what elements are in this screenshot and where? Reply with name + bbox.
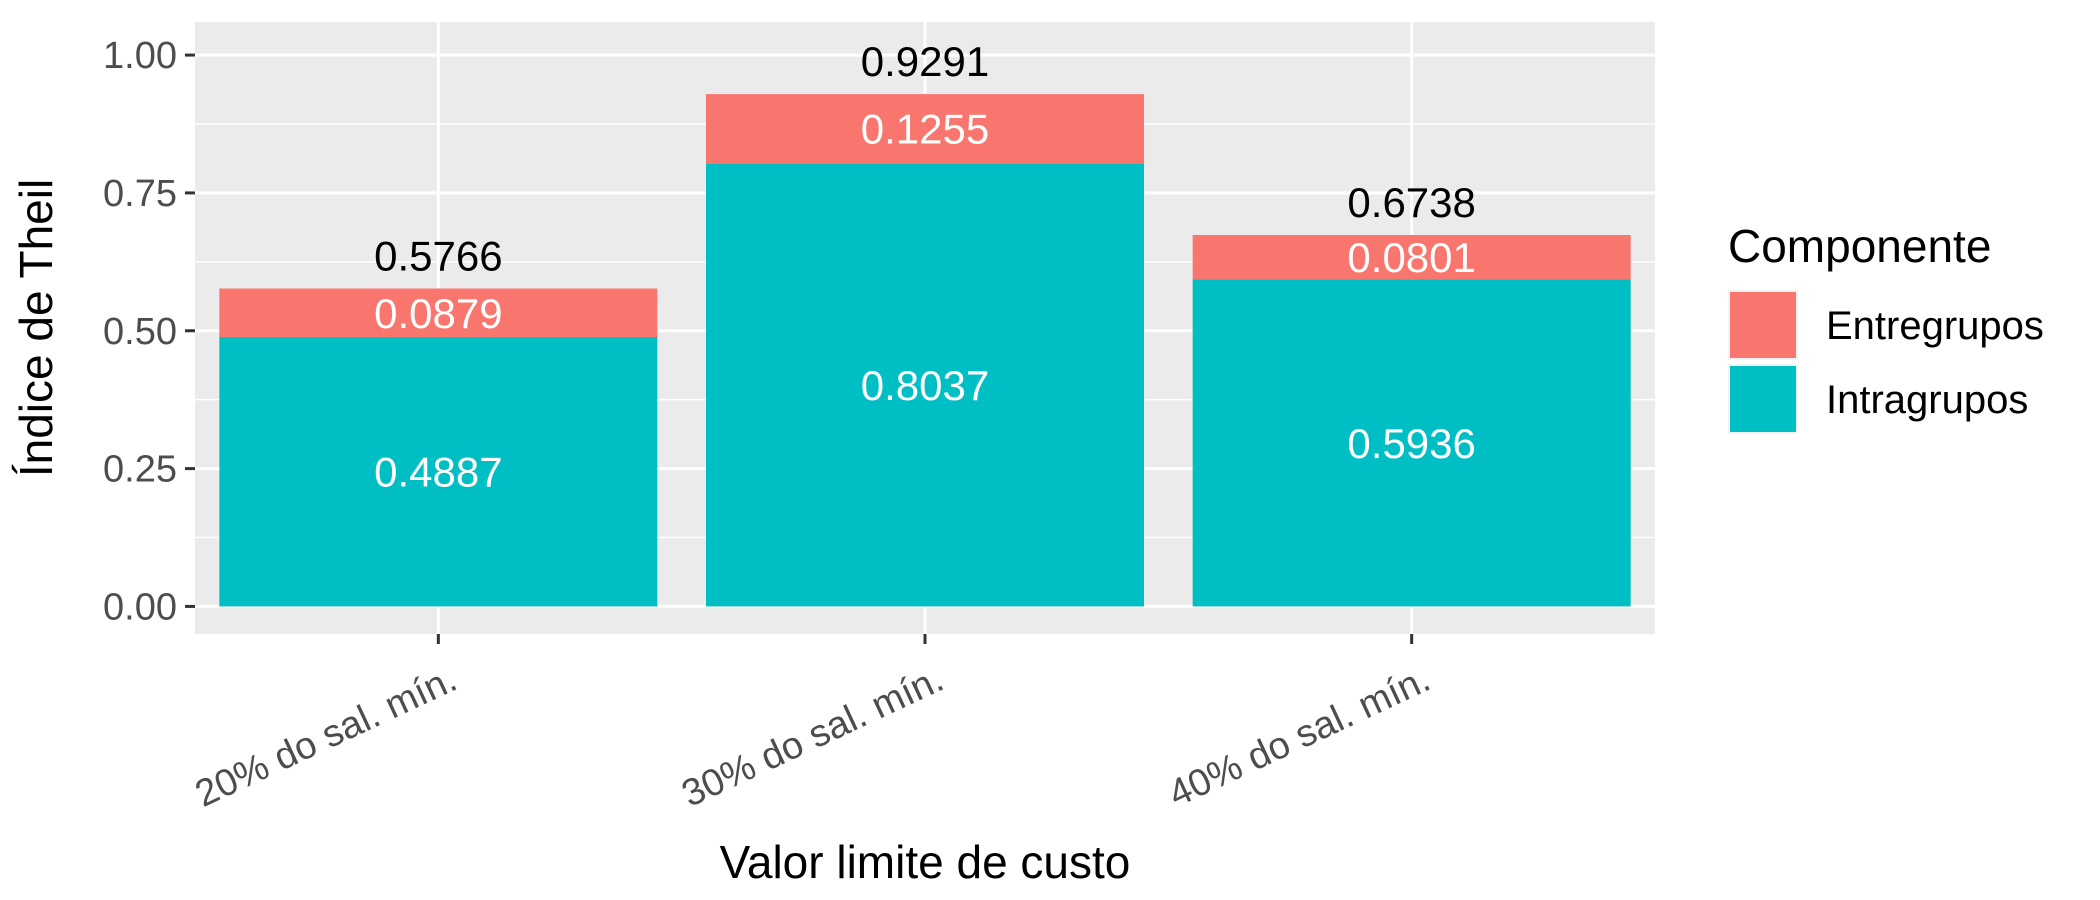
y-tick-label: 0.50 <box>103 311 177 353</box>
y-tick-label: 0.25 <box>103 449 177 491</box>
bars <box>219 94 1631 607</box>
x-axis-title: Valor limite de custo <box>720 836 1131 888</box>
segment-label: 0.1255 <box>861 106 989 153</box>
legend-swatch-entregrupos <box>1730 292 1796 358</box>
segment-label: 0.8037 <box>861 362 989 409</box>
segment-label: 0.5936 <box>1347 420 1475 467</box>
x-tick-label: 20% do sal. mín. <box>189 658 463 816</box>
x-tick-label: 30% do sal. mín. <box>676 658 950 816</box>
legend: Componente Entregrupos Intragrupos <box>1728 220 2044 434</box>
legend-label: Entregrupos <box>1826 304 2044 348</box>
y-tick-label: 0.00 <box>103 586 177 628</box>
total-label: 0.6738 <box>1347 179 1475 226</box>
total-label: 0.5766 <box>374 233 502 280</box>
total-label: 0.9291 <box>861 38 989 85</box>
bar-entregrupos <box>706 94 1144 164</box>
legend-swatch-intragrupos <box>1730 366 1796 432</box>
bar-intragrupos <box>219 336 658 607</box>
y-tick-label: 1.00 <box>103 35 177 77</box>
segment-label: 0.0801 <box>1347 234 1475 281</box>
y-tick-label: 0.75 <box>103 173 177 215</box>
bar-intragrupos <box>706 163 1144 607</box>
segment-label: 0.0879 <box>374 290 502 337</box>
legend-title: Componente <box>1728 220 1991 272</box>
bar-entregrupos <box>219 288 658 337</box>
legend-label: Intragrupos <box>1826 378 2028 422</box>
bar-intragrupos <box>1192 279 1631 607</box>
bar-entregrupos <box>1192 234 1631 280</box>
x-tick-label: 40% do sal. mín. <box>1162 658 1436 816</box>
y-axis-title: Índice de Theil <box>10 179 62 477</box>
data-labels: 0.4887 0.0879 0.5766 0.8037 0.1255 0.9291 0.59… <box>374 38 1476 496</box>
segment-label: 0.4887 <box>374 449 502 496</box>
